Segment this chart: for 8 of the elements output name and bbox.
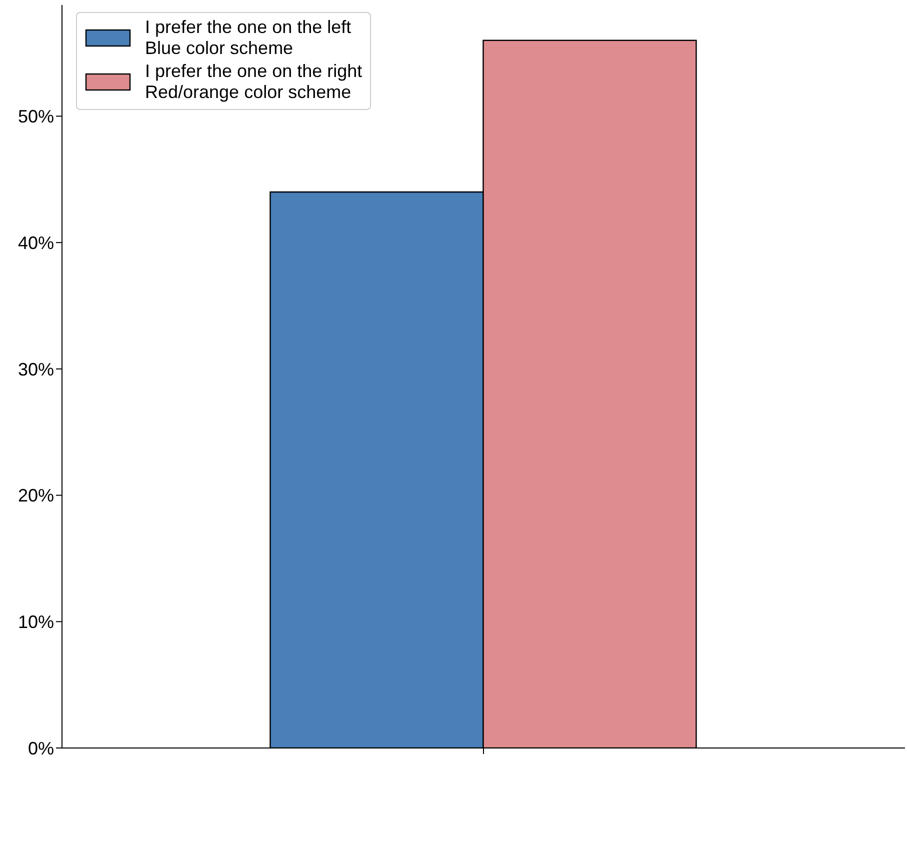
y-tick-label: 40% — [18, 232, 54, 253]
legend-label: I prefer the one on the right Red/orange color scheme — [145, 61, 362, 103]
y-tick-label: 50% — [18, 106, 54, 127]
legend-label: I prefer the one on the left Blue color scheme — [145, 17, 352, 59]
y-tick-label: 0% — [28, 738, 54, 758]
y-tick-label: 20% — [18, 486, 54, 506]
y-tick-label: 10% — [18, 612, 54, 632]
y-tick-label: 30% — [18, 359, 54, 380]
